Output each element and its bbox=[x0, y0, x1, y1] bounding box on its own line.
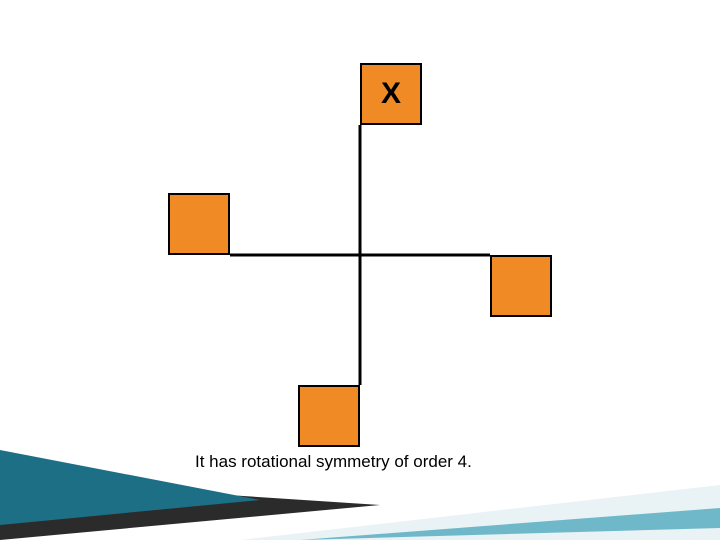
footer-decoration bbox=[0, 0, 720, 540]
slide: X It has rotational symmetry of order 4. bbox=[0, 0, 720, 540]
